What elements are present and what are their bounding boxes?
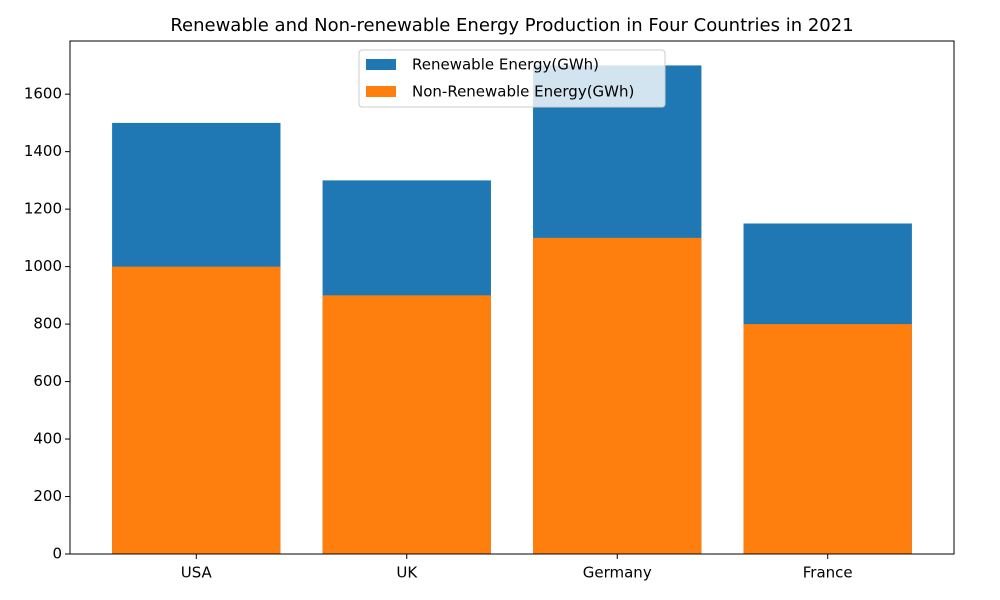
y-tick-label: 200	[33, 487, 62, 505]
y-tick-label: 1600	[24, 85, 62, 103]
bar	[533, 237, 702, 554]
x-tick-label: UK	[396, 564, 418, 582]
y-tick-label: 1200	[24, 200, 62, 218]
y-tick-label: 800	[33, 315, 62, 333]
legend-label: Renewable Energy(GWh)	[412, 56, 599, 74]
y-tick-label: 600	[33, 372, 62, 390]
chart-title: Renewable and Non-renewable Energy Produ…	[170, 15, 853, 36]
x-tick-label: Germany	[583, 564, 652, 582]
y-tick-label: 400	[33, 430, 62, 448]
legend-swatch	[366, 59, 396, 70]
y-tick-label: 1400	[24, 142, 62, 160]
bar	[743, 324, 912, 554]
legend-swatch	[366, 86, 396, 97]
bar	[322, 295, 491, 554]
x-tick-label: USA	[181, 564, 213, 582]
plot-frame	[69, 40, 955, 555]
legend-label: Non-Renewable Energy(GWh)	[412, 83, 634, 101]
bar	[112, 266, 281, 554]
legend-box	[358, 49, 666, 108]
y-tick-label: 0	[52, 545, 62, 563]
y-tick-label: 1000	[24, 257, 62, 275]
x-tick-label: France	[803, 564, 853, 582]
